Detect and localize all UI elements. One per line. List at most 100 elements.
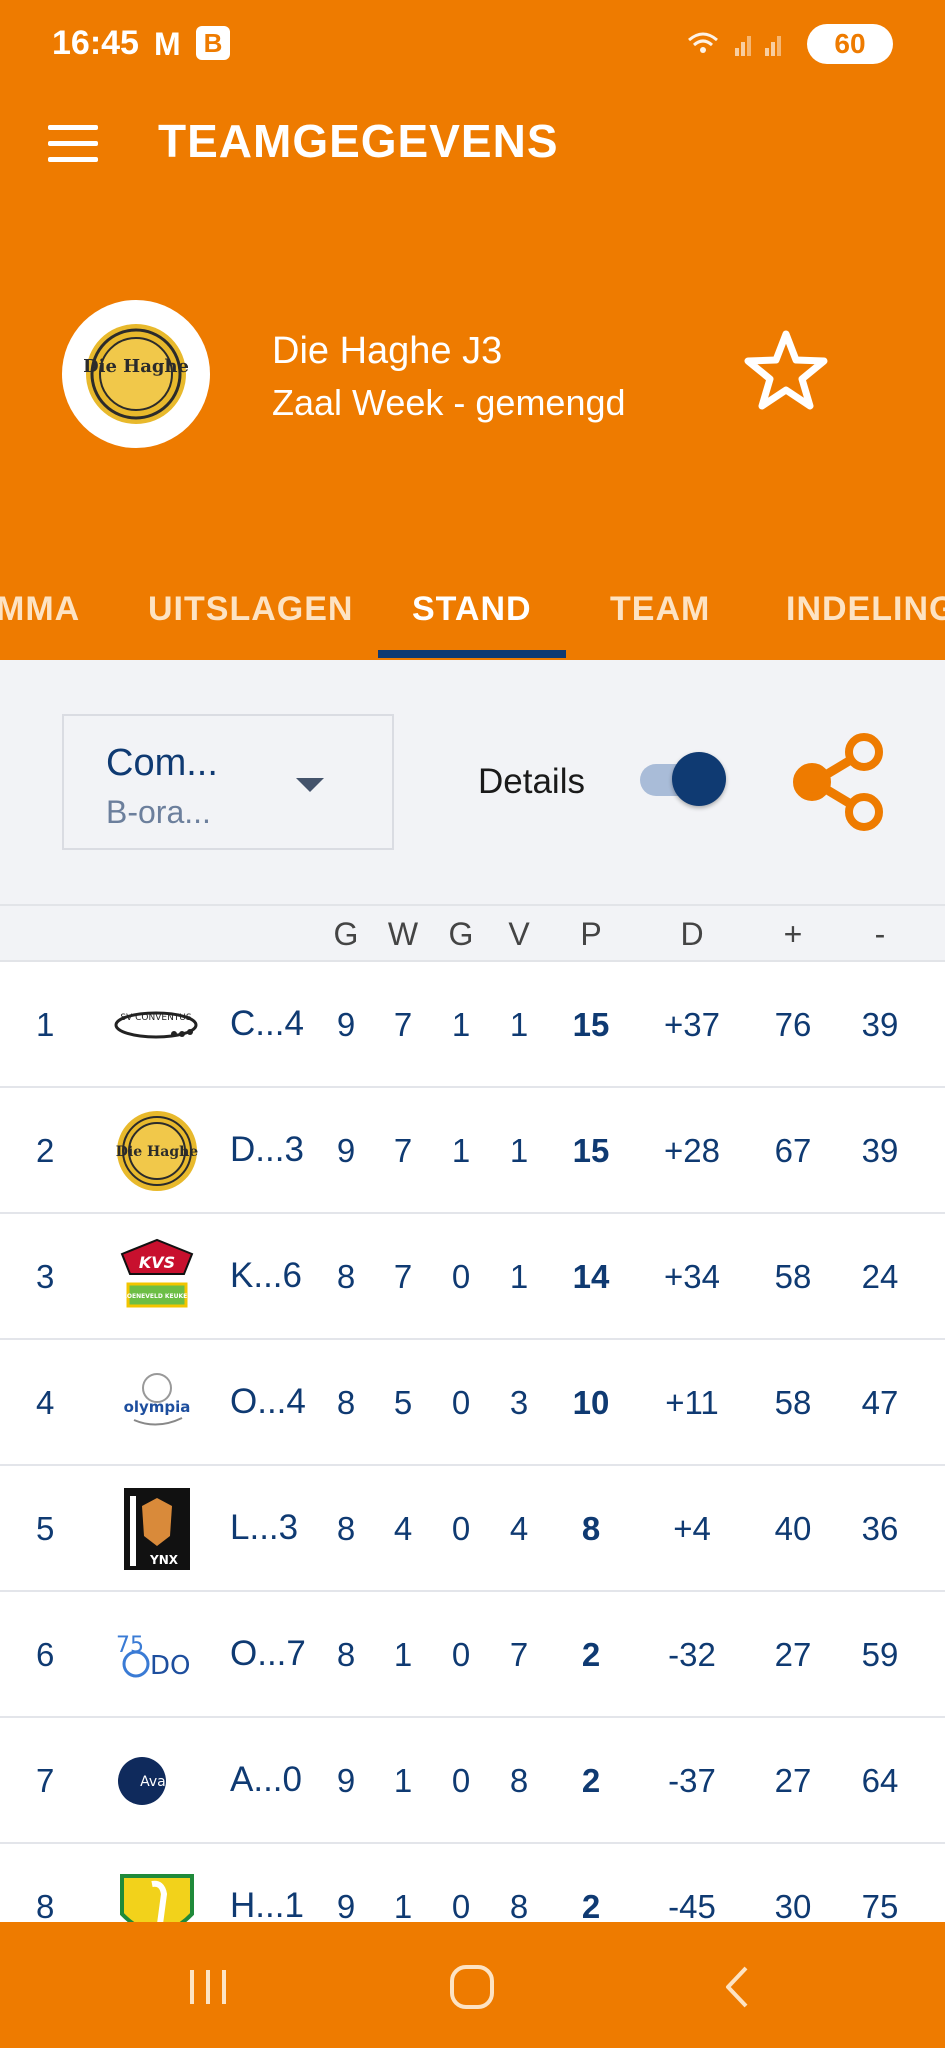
tab-indeling[interactable]: INDELING: [786, 590, 945, 628]
row-played: 8: [336, 1636, 356, 1673]
row-won: 1: [393, 1888, 413, 1922]
avanti-logo: Avanti: [118, 1757, 184, 1805]
back-icon[interactable]: [708, 1962, 768, 2012]
sv-conventus-logo: SV CONVENTUS: [114, 1011, 198, 1039]
row-draw: 0: [451, 1636, 471, 1673]
favorite-star-icon[interactable]: [740, 326, 832, 418]
share-icon[interactable]: [792, 732, 886, 832]
row-diff: -32: [668, 1636, 716, 1673]
row-played: 8: [336, 1510, 356, 1547]
header-against: -: [874, 916, 886, 952]
row-lost: 3: [509, 1384, 529, 1421]
row-draw: 0: [451, 1510, 471, 1547]
table-row[interactable]: 1 SV CONVENTUS C...4 9 7 1 1 15 +37 76 3…: [0, 962, 945, 1088]
stork-club-logo: [120, 1874, 194, 1922]
gmail-notification-icon: M: [154, 26, 181, 62]
row-for: 27: [774, 1762, 812, 1799]
row-diff: -37: [668, 1762, 716, 1799]
row-won: 1: [393, 1762, 413, 1799]
team-name: Die Haghe J3: [272, 330, 503, 372]
lynx-logo: YNX: [124, 1488, 190, 1570]
team-competition: Zaal Week - gemengd: [272, 382, 626, 423]
menu-icon[interactable]: [48, 125, 98, 162]
details-toggle[interactable]: [640, 752, 726, 806]
row-for: 40: [774, 1510, 812, 1547]
svg-text:GROENEVELD KEUKENS: GROENEVELD KEUKENS: [117, 1293, 196, 1300]
status-time: 16:45: [52, 24, 139, 62]
row-team-name: D...3: [230, 1130, 304, 1169]
row-position: 2: [36, 1132, 55, 1169]
row-lost: 8: [509, 1888, 529, 1922]
row-lost: 7: [509, 1636, 529, 1673]
row-points: 15: [572, 1132, 610, 1169]
tab-bar: MMA UITSLAGEN STAND TEAM INDELING: [0, 560, 945, 660]
details-label: Details: [478, 762, 585, 801]
tab-programma[interactable]: MMA: [0, 590, 81, 628]
row-position: 1: [36, 1006, 55, 1043]
odo-logo: 75 DO: [116, 1633, 191, 1681]
table-row[interactable]: 6 75 DO O...7 8 1 0 7 2 -32 27 59: [0, 1592, 945, 1718]
status-bar: 16:45 M B 60: [0, 0, 945, 90]
row-against: 47: [861, 1384, 899, 1421]
tab-uitslagen[interactable]: UITSLAGEN: [148, 590, 354, 628]
row-against: 39: [861, 1006, 899, 1043]
row-won: 1: [393, 1636, 413, 1673]
wifi-signal-icon: [688, 32, 781, 56]
filter-area: Com... B-ora... Details: [0, 660, 945, 904]
row-points: 8: [581, 1510, 601, 1547]
die-haghe-logo: Die Haghe: [116, 1111, 198, 1191]
header-draw: G: [448, 916, 474, 952]
row-against: 36: [861, 1510, 899, 1547]
tab-team[interactable]: TEAM: [610, 590, 711, 628]
row-team-name: K...6: [230, 1256, 302, 1295]
header-points: P: [580, 916, 602, 952]
row-position: 3: [36, 1258, 55, 1295]
row-against: 75: [861, 1888, 899, 1922]
row-lost: 1: [509, 1258, 529, 1295]
chevron-down-icon: [296, 778, 324, 792]
row-for: 58: [774, 1384, 812, 1421]
active-tab-indicator: [378, 650, 566, 658]
table-row[interactable]: 4 olympia O...4 8 5 0 3 10 +11 58 47: [0, 1340, 945, 1466]
olympia-logo: olympia: [124, 1373, 190, 1426]
row-for: 67: [774, 1132, 812, 1169]
header-lost: V: [508, 916, 530, 952]
header-for: +: [783, 916, 803, 952]
row-won: 4: [393, 1510, 413, 1547]
row-for: 27: [774, 1636, 812, 1673]
row-against: 64: [861, 1762, 899, 1799]
row-diff: +11: [665, 1384, 719, 1421]
row-position: 4: [36, 1384, 55, 1421]
row-diff: +37: [664, 1006, 720, 1043]
table-row[interactable]: 2 Die Haghe D...3 9 7 1 1 15 +28 67 39: [0, 1088, 945, 1214]
table-row[interactable]: 3 KVS GROENEVELD KEUKENS K...6 8 7 0 1 1…: [0, 1214, 945, 1340]
svg-text:DO: DO: [150, 1651, 191, 1681]
row-against: 24: [861, 1258, 899, 1295]
row-won: 7: [393, 1006, 413, 1043]
row-points: 2: [581, 1888, 601, 1922]
kvs-logo: KVS GROENEVELD KEUKENS: [117, 1238, 197, 1308]
dropdown-subvalue: B-ora...: [106, 794, 211, 830]
signal-icons: [685, 28, 795, 65]
row-points: 2: [581, 1762, 601, 1799]
home-icon[interactable]: [442, 1962, 502, 2012]
table-row[interactable]: 7 Avanti A...0 9 1 0 8 2 -37 27 64: [0, 1718, 945, 1844]
row-diff: +28: [664, 1132, 720, 1169]
row-draw: 1: [451, 1132, 471, 1169]
tab-stand[interactable]: STAND: [412, 590, 532, 628]
row-won: 7: [393, 1132, 413, 1169]
row-for: 58: [774, 1258, 812, 1295]
row-diff: +34: [664, 1258, 720, 1295]
recent-apps-icon[interactable]: [178, 1962, 238, 2012]
haghe-logo-text: Die Haghe: [84, 356, 188, 377]
team-logo: Die Haghe: [62, 300, 210, 448]
svg-text:Avanti: Avanti: [140, 1774, 184, 1790]
row-diff: -45: [668, 1888, 716, 1922]
row-played: 9: [336, 1006, 356, 1043]
row-draw: 1: [451, 1006, 471, 1043]
row-position: 5: [36, 1510, 55, 1547]
row-played: 9: [336, 1888, 356, 1922]
table-row[interactable]: 8 H...1 9 1 0 8 2 -45 30 75: [0, 1844, 945, 1922]
competition-dropdown[interactable]: Com... B-ora...: [62, 714, 394, 850]
table-row[interactable]: 5 YNX L...3 8 4 0 4 8 +4 40 36: [0, 1466, 945, 1592]
